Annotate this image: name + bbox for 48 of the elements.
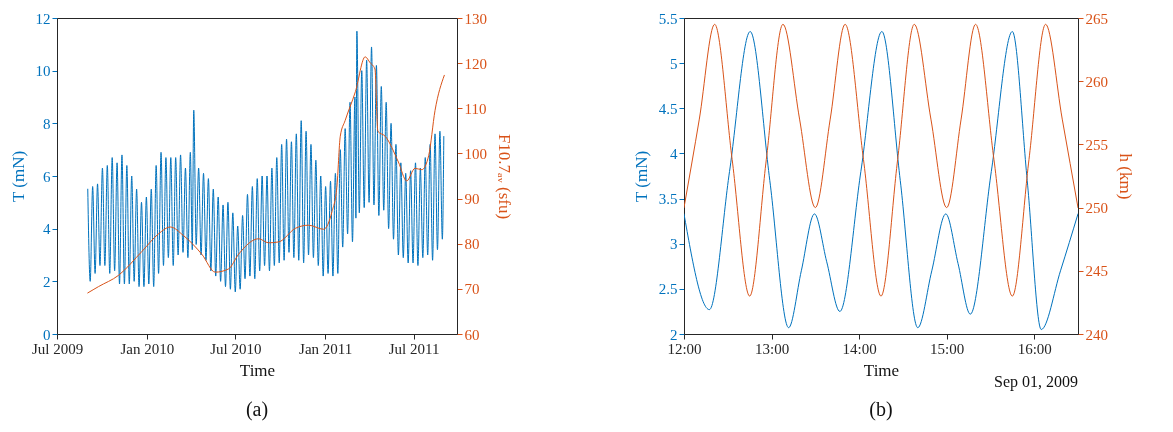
- y-tick-label: 3.5: [658, 191, 678, 208]
- y-tick-label: 2: [43, 273, 51, 290]
- y2-tick-label: 110: [464, 100, 487, 117]
- y2-axis-title: F10.7ₐᵥ (sfu): [495, 133, 514, 220]
- y-tick-label: 5: [670, 55, 678, 72]
- x-tick-label: Jan 2011: [299, 340, 353, 357]
- y-tick-label: 3: [670, 236, 678, 253]
- y-tick-label: 4: [43, 221, 51, 238]
- y2-tick-label: 100: [464, 145, 487, 162]
- y2-tick-label: 60: [464, 326, 480, 343]
- y2-tick-label: 260: [1085, 73, 1108, 90]
- y-tick-label: 5.5: [658, 10, 678, 27]
- y-tick-label: 10: [35, 63, 51, 80]
- y2-axis-title: h (km): [1116, 153, 1135, 200]
- y-axis-title: T (mN): [631, 150, 651, 203]
- text: Sep 01, 2009: [994, 373, 1078, 391]
- y-tick-label: 12: [35, 10, 51, 27]
- x-axis-title: Time: [239, 360, 276, 380]
- y2-tick-label: 250: [1085, 200, 1108, 217]
- text: (a): [245, 398, 269, 421]
- x-tick-label: 16:00: [1017, 340, 1052, 357]
- x-tick-label: 14:00: [842, 340, 877, 357]
- x-tick-label: 13:00: [754, 340, 790, 357]
- y2-tick-label: 255: [1085, 136, 1108, 153]
- x-tick-label: 15:00: [930, 340, 965, 357]
- y2-tick-label: 80: [464, 236, 480, 253]
- y2-tick-label: 70: [464, 281, 480, 298]
- x-axis-title: Time: [863, 360, 900, 380]
- y-tick-label: 2.5: [658, 281, 678, 298]
- y2-tick-label: 120: [464, 55, 487, 72]
- x-tick-label: Jul 2010: [210, 340, 262, 357]
- y-tick-label: 0: [43, 326, 51, 343]
- y2-tick-label: 245: [1085, 263, 1108, 280]
- y-tick-label: 8: [43, 115, 51, 132]
- text: (b): [869, 398, 893, 421]
- y2-tick-label: 130: [464, 10, 487, 27]
- y-tick-label: 6: [43, 168, 51, 185]
- x-tick-label: 12:00: [667, 340, 702, 357]
- x-tick-label: Jul 2009: [31, 340, 84, 357]
- x-tick-label: Jan 2010: [120, 340, 175, 357]
- y-axis-title: T (mN): [8, 150, 28, 203]
- y2-tick-label: 240: [1085, 326, 1108, 343]
- y-tick-label: 2: [670, 326, 678, 343]
- x-tick-label: Jul 2011: [388, 340, 440, 357]
- y2-tick-label: 90: [464, 191, 480, 208]
- y2-tick-label: 265: [1085, 10, 1108, 27]
- y-tick-label: 4.5: [658, 100, 678, 117]
- y-tick-label: 4: [670, 145, 678, 162]
